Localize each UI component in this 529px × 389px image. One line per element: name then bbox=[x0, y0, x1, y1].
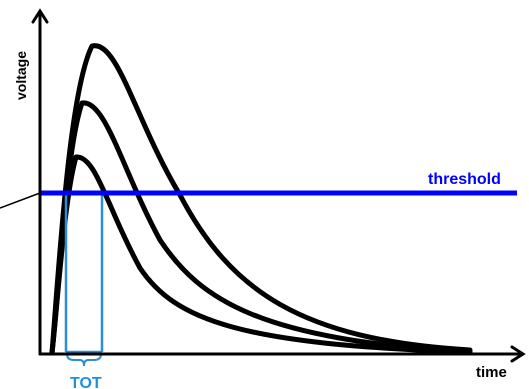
tot-markers bbox=[64, 193, 104, 367]
threshold-label: threshold bbox=[428, 171, 501, 188]
axes bbox=[31, 8, 526, 363]
y-axis-arrow bbox=[31, 8, 49, 24]
pulse-curve-small bbox=[49, 154, 473, 356]
tot-brace bbox=[66, 353, 102, 367]
threshold-pointer-line bbox=[0, 192, 41, 209]
pulse-curves bbox=[49, 43, 473, 356]
pulse-curve-large bbox=[49, 43, 473, 356]
x-axis-label: time bbox=[476, 364, 507, 381]
tot-label: TOT bbox=[70, 375, 102, 389]
x-axis-arrow bbox=[510, 345, 526, 363]
y-axis-label: voltage bbox=[13, 51, 29, 100]
pulse-curve-medium bbox=[49, 100, 473, 356]
